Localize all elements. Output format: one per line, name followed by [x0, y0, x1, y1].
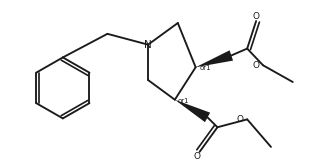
Text: O: O	[253, 12, 259, 21]
Polygon shape	[196, 50, 233, 67]
Text: O: O	[236, 115, 243, 124]
Text: N: N	[144, 40, 152, 50]
Text: O: O	[252, 61, 259, 70]
Polygon shape	[175, 100, 210, 122]
Text: or1: or1	[200, 65, 211, 71]
Text: or1: or1	[178, 98, 189, 104]
Text: O: O	[193, 152, 200, 161]
